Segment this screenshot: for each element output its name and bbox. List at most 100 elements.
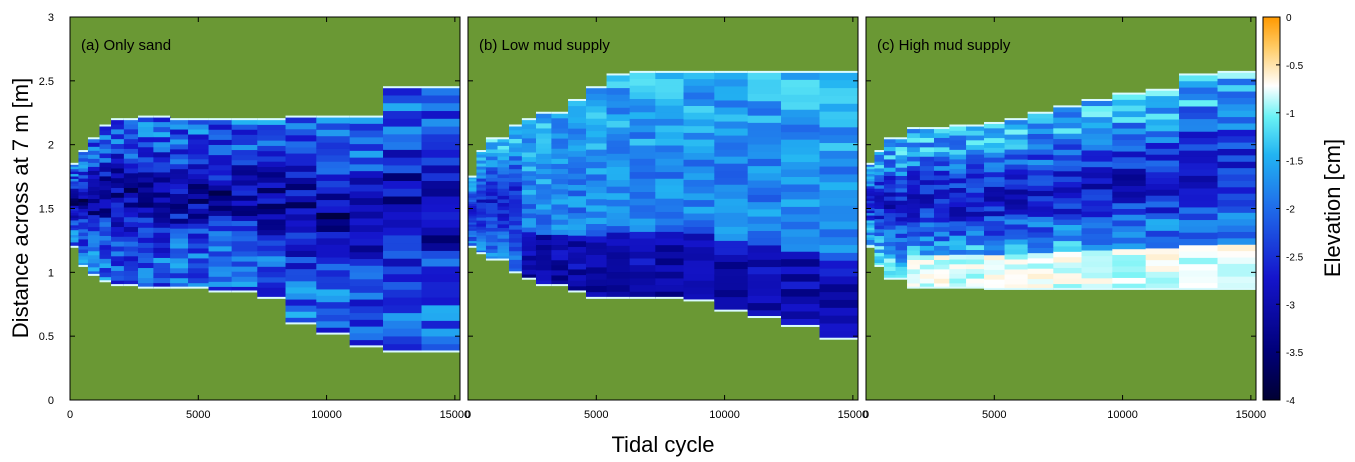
heatmap-cell [257,124,287,131]
heatmap-cell [895,262,908,267]
heatmap-cell [1053,186,1083,193]
heatmap-cell [123,133,139,140]
heatmap-cell [1004,209,1029,215]
heatmap-cell [1027,185,1054,191]
heatmap-cell [1053,235,1083,242]
heatmap-cell [87,238,101,244]
heatmap-cell [866,166,875,170]
heatmap-cell [535,153,552,159]
heatmap-cell [509,147,523,152]
heatmap-cell [819,260,859,269]
upper-edge [1053,105,1082,108]
heatmap-cell [231,205,258,211]
heatmap-cell [78,194,89,199]
heatmap-cell [257,245,287,252]
heatmap-cell [874,255,885,260]
heatmap-cell [316,135,351,143]
heatmap-cell [629,131,656,139]
heatmap-cell [509,181,523,187]
heatmap-cell [1004,189,1029,195]
upper-edge [568,98,587,101]
heatmap-cell [747,216,782,224]
heatmap-cell [1004,214,1029,220]
heatmap-cell [883,249,897,255]
heatmap-cell [153,257,171,263]
heatmap-cell [655,171,685,179]
heatmap-cell [683,78,715,86]
heatmap-cell [421,320,461,329]
heatmap-cell [984,254,1006,261]
heatmap-cell [1053,106,1083,113]
heatmap-cell [1053,213,1083,220]
heatmap-cell [509,207,523,213]
heatmap-cell [383,133,423,143]
heatmap-cell [349,278,384,287]
heatmap-cell [949,173,967,179]
heatmap-cell [966,144,985,150]
heatmap-cell [285,171,317,178]
heatmap-cell [285,274,317,282]
heatmap-cell [1081,172,1113,179]
heatmap-cell [933,151,950,157]
heatmap-cell [629,164,656,173]
heatmap-cell [1027,231,1054,238]
heatmap-cell [966,168,985,174]
heatmap-cell [111,124,125,130]
heatmap-cell [966,192,985,198]
heatmap-cell [421,196,461,205]
heatmap-cell [188,203,210,209]
heatmap-cell [316,122,351,130]
heatmap-cell [383,304,423,314]
heatmap-cell [421,126,461,135]
heatmap-cell [819,221,859,230]
heatmap-cell [874,198,885,203]
heatmap-cell [1179,276,1219,284]
heatmap-cell [137,161,154,168]
heatmap-cell [521,184,537,191]
heatmap-cell [153,202,171,208]
heatmap-cell [819,275,859,285]
heatmap-cell [1027,159,1054,166]
heatmap-cell [257,129,287,136]
heatmap-cells [70,86,461,353]
heatmap-cell [349,123,384,131]
heatmap-cell [468,228,477,231]
heatmap-cell [468,199,477,202]
heatmap-cell [683,273,715,281]
heatmap-cell [1145,130,1180,138]
lower-edge [1145,287,1180,290]
heatmap-cell [485,241,499,246]
heatmap-cell [629,125,656,133]
heatmap-cell [714,219,749,227]
heatmap-cell [137,237,154,243]
heatmap-cell [476,202,487,206]
lower-edge [866,245,875,248]
heatmap-cell [137,197,154,203]
heatmap-cell [87,190,101,196]
heatmap-cell [208,154,233,161]
heatmap-cell [468,234,477,237]
heatmap-cell [1081,205,1113,212]
heatmap-cell [231,119,258,125]
heatmap-cell [208,225,233,232]
heatmap-cell [984,191,1006,197]
heatmap-cell [421,141,461,150]
heatmap-cell [509,164,523,170]
heatmap-cell [257,140,287,146]
heatmap-cell [497,159,510,164]
heatmap-cell [586,211,608,218]
heatmap-cell [1081,261,1113,268]
heatmap-cell [70,212,79,216]
heatmap-cell [78,164,89,169]
lower-edge [586,296,607,299]
heatmap-cell [1145,95,1180,102]
heatmap-cell [231,195,258,201]
heatmap-cell [421,110,461,119]
heatmap-cell [919,231,935,237]
heatmap-cell [497,245,510,250]
heatmap-cell [153,267,171,274]
heatmap-cell [421,281,461,290]
heatmap-cell [586,217,608,225]
heatmap-cell [285,262,317,270]
heatmap-cell [933,245,950,251]
